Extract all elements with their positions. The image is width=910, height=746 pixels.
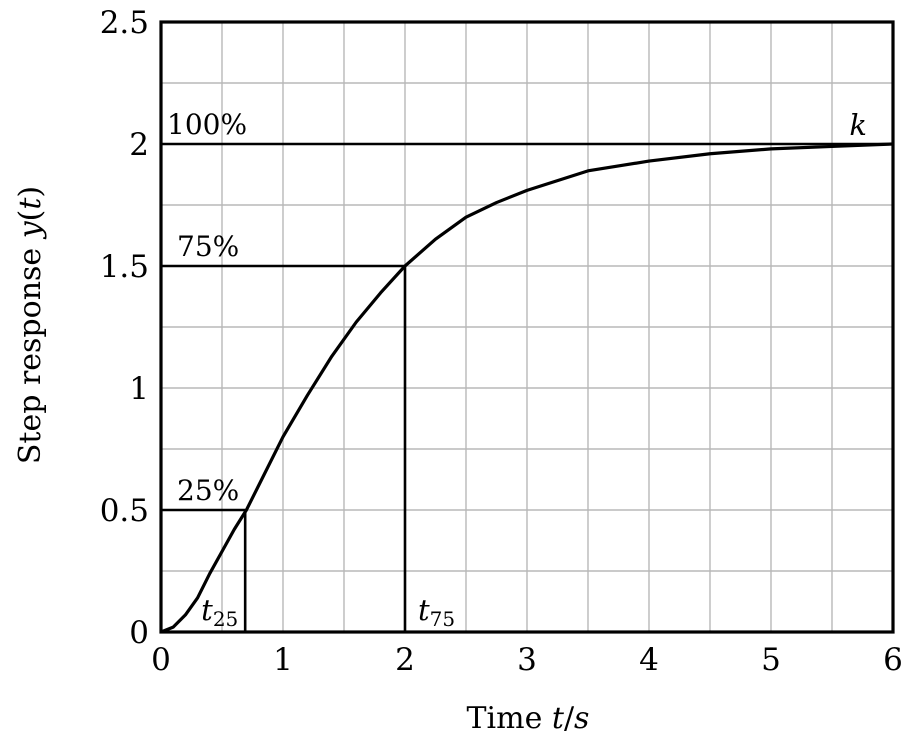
y-tick-label: 0 — [129, 615, 149, 651]
plot-frame — [159, 20, 895, 634]
x-tick-label: 1 — [273, 642, 293, 678]
step-response-curve — [160, 142, 894, 634]
x-tick-label: 6 — [883, 642, 903, 678]
axis-ticks: 0 1 2 3 4 5 6 0 0.5 1 1.5 2 2.5 — [100, 5, 903, 678]
reference-label-75pct: 75% — [177, 230, 239, 263]
x-tick-label: 4 — [639, 642, 659, 678]
grid — [161, 22, 893, 632]
x-axis-label: Time t/s — [467, 701, 590, 736]
reference-label-25pct: 25% — [177, 474, 239, 507]
x-tick-label: 0 — [151, 642, 171, 678]
marker-label-t75: t75 — [418, 593, 455, 631]
annotations: 100% 75% 25% k t25 t75 — [167, 108, 867, 631]
gain-label: k — [849, 108, 867, 142]
reference-lines — [161, 142, 893, 632]
y-tick-label: 2.5 — [100, 5, 149, 41]
y-tick-label: 1.5 — [100, 249, 149, 285]
x-tick-label: 2 — [395, 642, 415, 678]
y-tick-label: 0.5 — [100, 493, 149, 529]
y-tick-label: 2 — [129, 127, 149, 163]
reference-label-100pct: 100% — [167, 108, 247, 141]
x-tick-label: 5 — [761, 642, 781, 678]
y-tick-label: 1 — [129, 371, 149, 407]
y-axis-label: Step response y(t) — [13, 186, 48, 464]
x-tick-label: 3 — [517, 642, 537, 678]
marker-label-t25: t25 — [201, 593, 238, 631]
